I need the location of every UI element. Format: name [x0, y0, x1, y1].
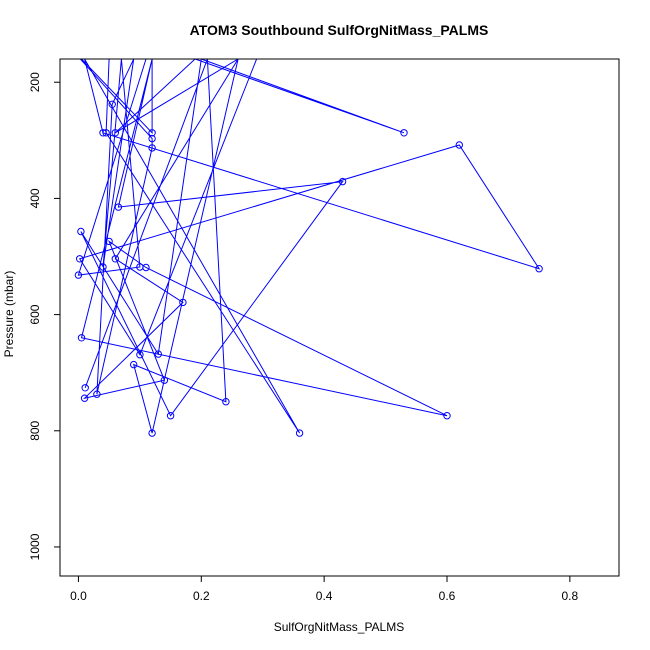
- data-point: [80, 394, 89, 402]
- data-point: [111, 255, 120, 263]
- x-tick-label: 0.2: [193, 589, 210, 603]
- x-tick-label: 0.6: [439, 589, 456, 603]
- x-tick-label: 0.4: [316, 589, 333, 603]
- data-point: [74, 271, 83, 279]
- data-point: [99, 129, 107, 137]
- plot-area: [74, 59, 543, 437]
- data-point: [148, 429, 156, 437]
- data-point: [400, 129, 408, 137]
- data-point: [81, 384, 89, 392]
- chart-title: ATOM3 Southbound SulfOrgNitMass_PALMS: [190, 22, 489, 38]
- data-point: [455, 141, 463, 149]
- data-point: [148, 129, 156, 137]
- data-point: [148, 144, 156, 152]
- data-point: [130, 360, 138, 369]
- data-point: [338, 177, 347, 186]
- x-axis: 0.0 0.2 0.4 0.6 0.8: [70, 576, 579, 603]
- x-tick-label: 0.0: [70, 589, 87, 603]
- plot-frame: [59, 58, 620, 577]
- data-point: [154, 350, 163, 358]
- y-tick-label: 600: [28, 304, 42, 324]
- data-point: [102, 129, 110, 137]
- y-tick-label: 200: [28, 72, 42, 92]
- series-line: [77, 59, 541, 434]
- data-point: [114, 203, 123, 211]
- data-point: [99, 263, 107, 271]
- data-point: [295, 429, 304, 437]
- data-point: [105, 237, 113, 246]
- data-point: [166, 412, 175, 420]
- data-point: [222, 398, 230, 406]
- data-point: [108, 100, 116, 109]
- data-point: [535, 265, 543, 273]
- data-point: [443, 412, 451, 420]
- y-tick-label: 1000: [28, 533, 42, 560]
- data-point: [93, 390, 101, 398]
- x-tick-label: 0.8: [562, 589, 579, 603]
- x-axis-label: SulfOrgNitMass_PALMS: [274, 620, 404, 634]
- y-axis: 200 400 600 800 1000: [28, 72, 60, 560]
- data-point: [77, 334, 86, 342]
- data-point: [148, 134, 156, 143]
- data-point: [136, 263, 144, 271]
- data-point: [76, 255, 84, 263]
- y-tick-label: 800: [28, 420, 42, 440]
- data-point: [179, 298, 187, 307]
- data-point: [136, 351, 144, 359]
- y-axis-label: Pressure (mbar): [2, 271, 16, 358]
- data-point: [77, 227, 85, 236]
- y-tick-label: 400: [28, 188, 42, 208]
- data-point: [160, 376, 169, 384]
- data-point: [111, 129, 120, 137]
